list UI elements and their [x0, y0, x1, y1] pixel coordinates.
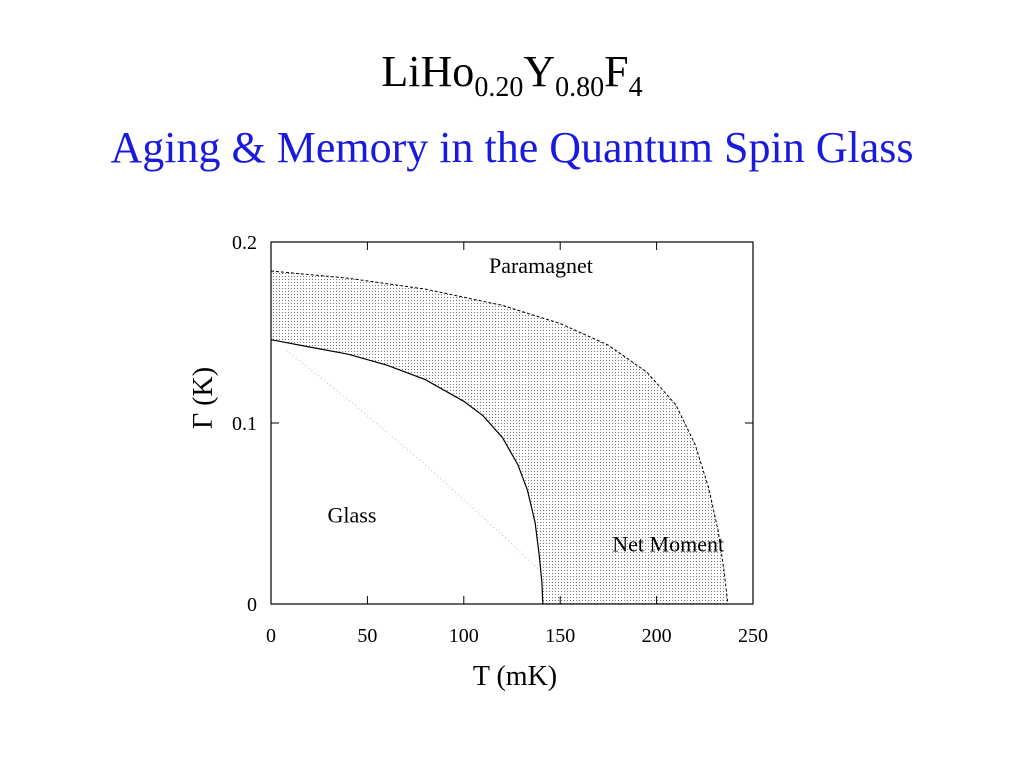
x-tick-label: 0: [266, 625, 276, 647]
title-sub-f: 4: [628, 72, 643, 103]
y-tick-label: 0: [247, 594, 257, 616]
y-tick-label: 0.2: [232, 232, 257, 254]
glass-boundary-line: [270, 339, 544, 605]
y-axis-label: Γ (K): [188, 367, 219, 429]
x-tick-label: 200: [642, 625, 672, 647]
annotation-glass: Glass: [328, 503, 377, 528]
x-tick-label: 150: [545, 625, 575, 647]
title-y: Y: [523, 47, 556, 96]
net-moment-shaded-region: [271, 271, 728, 604]
annotation-net-moment: Net Moment: [612, 532, 724, 557]
x-axis-label: T (mK): [473, 661, 557, 692]
title-liho: LiHo: [381, 47, 475, 96]
slide-subtitle: Aging & Memory in the Quantum Spin Glass: [110, 123, 914, 172]
x-tick-label: 250: [738, 625, 768, 647]
paramagnet-boundary-line: [270, 270, 729, 605]
title-f: F: [604, 47, 629, 96]
x-tick-label: 100: [449, 625, 479, 647]
title-sub-ho: 0.20: [474, 72, 524, 103]
slide-title: LiHo0.20Y0.80F4: [0, 44, 1024, 103]
title-sub-y: 0.80: [555, 72, 605, 103]
y-tick-label: 0.1: [232, 413, 257, 435]
annotation-paramagnet: Paramagnet: [489, 253, 593, 278]
glass-dotted-line: [286, 350, 542, 572]
x-tick-label: 50: [357, 625, 377, 647]
